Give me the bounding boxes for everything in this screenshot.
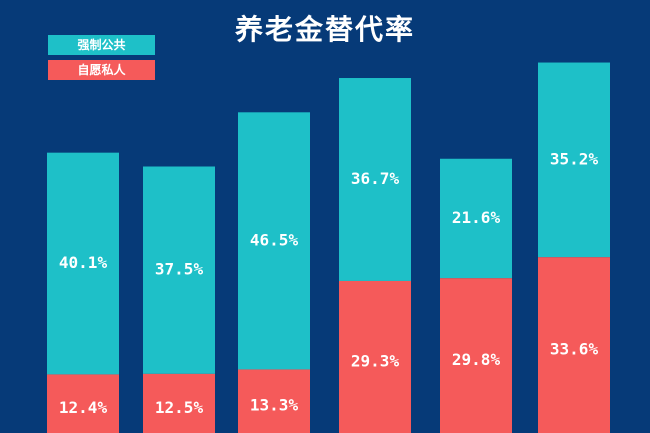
bar-public-2 [143, 166, 215, 374]
data-label-public-3: 46.5% [250, 230, 299, 249]
bar-private-2 [143, 373, 215, 433]
bar-private-3 [238, 369, 310, 433]
data-label-public-4: 36.7% [351, 169, 400, 188]
data-label-public-6: 35.2% [550, 149, 599, 168]
data-label-private-5: 29.8% [452, 350, 501, 369]
legend-item-public: 强制公共 [48, 35, 155, 55]
bar-public-3 [238, 112, 310, 370]
bar-private-1 [47, 374, 119, 433]
bar-public-4 [339, 78, 411, 281]
bar-public-5 [440, 158, 512, 279]
legend-item-private: 自愿私人 [48, 60, 155, 80]
data-label-public-1: 40.1% [59, 253, 108, 272]
data-label-private-2: 12.5% [155, 398, 204, 417]
legend: 强制公共 自愿私人 [48, 35, 155, 85]
chart-title: 养老金替代率 [234, 13, 415, 46]
data-label-public-5: 21.6% [452, 208, 501, 227]
data-label-public-2: 37.5% [155, 260, 204, 279]
bar-public-6 [538, 62, 610, 258]
data-label-private-1: 12.4% [59, 398, 108, 417]
bar-private-6 [538, 257, 610, 433]
bar-public-1 [47, 152, 119, 375]
data-label-private-6: 33.6% [550, 340, 599, 359]
bar-private-4 [339, 280, 411, 433]
data-label-private-4: 29.3% [351, 351, 400, 370]
bar-private-5 [440, 278, 512, 433]
data-label-private-3: 13.3% [250, 396, 299, 415]
